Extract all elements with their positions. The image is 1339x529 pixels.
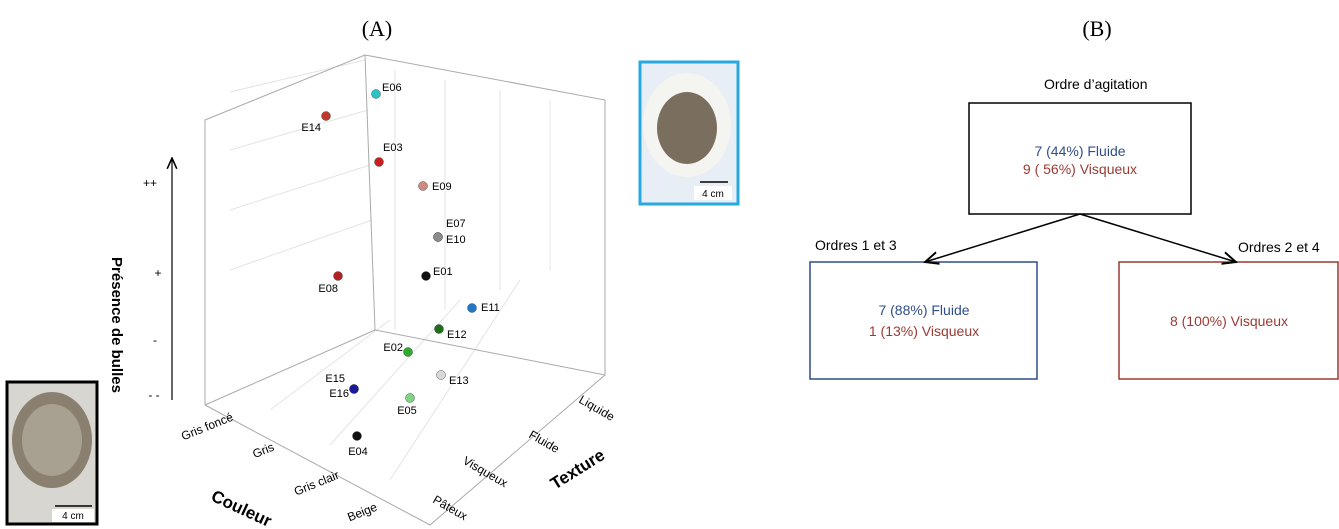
scale-label: 4 cm (702, 189, 724, 200)
y-tick-label: Pâteux (431, 492, 470, 523)
panel-title: (A) (362, 16, 393, 41)
point-label: E15 (325, 373, 345, 385)
node-line: 7 (44%) Fluide (1034, 143, 1125, 159)
node-heading: Ordres 1 et 3 (815, 237, 897, 253)
point (405, 393, 415, 403)
point (421, 271, 431, 281)
point-label: E10 (446, 234, 466, 246)
point-label: E01 (433, 266, 453, 278)
point (467, 303, 477, 313)
point-label: E08 (318, 283, 338, 295)
y-tick-label: Visqueux (461, 453, 511, 490)
panel-title: (B) (1082, 16, 1111, 41)
point-label: E02 (383, 342, 403, 354)
point-label: E14 (301, 122, 321, 134)
point (436, 370, 446, 380)
point-label: E06 (382, 82, 402, 94)
point (349, 384, 359, 394)
point (418, 181, 428, 191)
x-tick-label: Gris foncé (179, 410, 235, 444)
plot-box (172, 54, 606, 526)
z-axis-label: Présence de bulles (108, 257, 125, 393)
point-label: E03 (383, 142, 403, 154)
point-label: E07 (446, 218, 466, 230)
node-line: 9 ( 56%) Visqueux (1023, 161, 1137, 177)
x-tick-label: Beige (345, 500, 379, 525)
point (374, 157, 384, 167)
point-label: E04 (348, 446, 368, 458)
point (403, 347, 413, 357)
z-tick-label: - (153, 333, 157, 347)
x-axis-label: Couleur (208, 486, 275, 529)
point (433, 232, 443, 242)
photo: 4 cm (5, 380, 99, 526)
point-label: E09 (432, 181, 452, 193)
node-heading: Ordre d’agitation (1044, 76, 1148, 92)
z-tick-label: - - (148, 388, 159, 402)
node-line: 7 (88%) Fluide (878, 302, 969, 318)
point-label: E11 (481, 302, 500, 314)
x-tick-label: Gris clair (292, 468, 341, 499)
point (333, 271, 343, 281)
photo: 4 cm (638, 60, 740, 206)
point (434, 324, 444, 334)
point (371, 89, 381, 99)
point (321, 111, 331, 121)
node-heading: Ordres 2 et 4 (1238, 239, 1320, 255)
y-tick-label: Fluide (527, 427, 563, 456)
node-line: 8 (100%) Visqueux (1170, 313, 1288, 329)
point-label: E16 (329, 388, 349, 400)
node-line: 1 (13%) Visqueux (869, 323, 979, 339)
z-tick-label: ++ (143, 176, 157, 190)
z-tick-label: + (154, 266, 161, 280)
point-label: E13 (449, 375, 469, 387)
y-tick-label: Liquide (577, 392, 618, 424)
scale-label: 4 cm (62, 511, 84, 522)
x-tick-label: Gris (250, 440, 276, 461)
tree (809, 102, 1339, 380)
point (352, 431, 362, 441)
point-label: E12 (447, 329, 467, 341)
point-label: E05 (397, 405, 417, 417)
